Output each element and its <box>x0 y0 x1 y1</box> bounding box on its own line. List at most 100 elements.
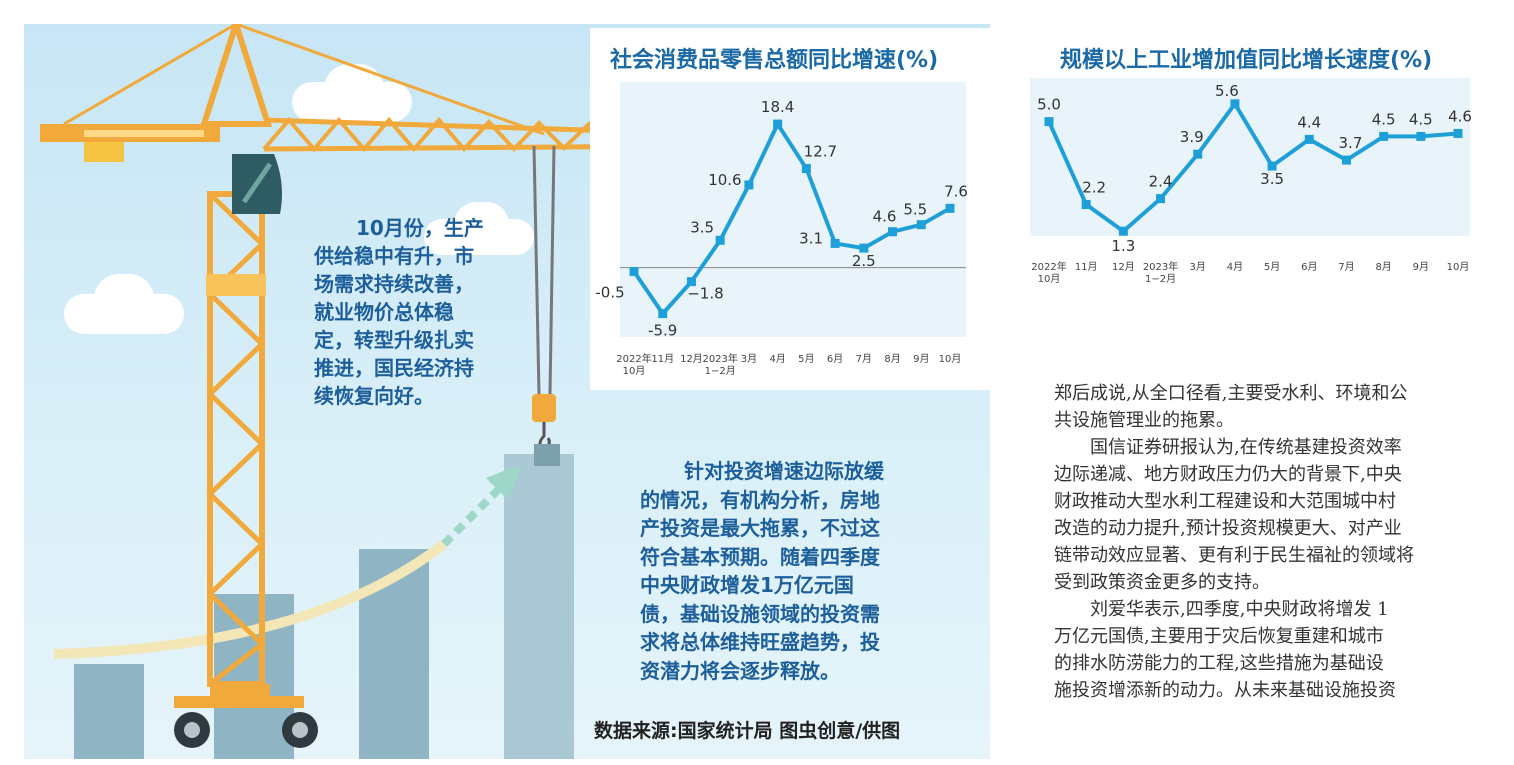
chart-industry-data-point <box>1044 117 1054 127</box>
article-line: 刘爱华表示,四季度,中央财政将增发 1 <box>1054 599 1389 620</box>
chart-retail-data-label: 4.6 <box>873 208 897 226</box>
chart-industry-data-point <box>1081 200 1091 210</box>
chart-industry-tick-label: 2023年 <box>1143 260 1178 273</box>
article-line: 受到政策资金更多的支持。 <box>1054 572 1270 593</box>
cloud-right-puff <box>454 202 509 247</box>
chart-industry-plot: 5.0 2.2 1.3 2.4 3.9 5.6 3.5 4.4 3.7 4.5 4.5 4.6 2022… <box>1030 78 1472 285</box>
chart-industry-data-point <box>1341 155 1351 165</box>
growth-arrow-curve <box>53 540 448 659</box>
crane-chassis <box>174 696 304 708</box>
chart-retail-data-point <box>801 164 811 174</box>
chart-industry-data-point <box>1118 226 1128 236</box>
chart-retail-data-point <box>773 119 783 129</box>
chart-industry-data-label: 4.5 <box>1372 110 1396 128</box>
chart-industry-plot-background <box>1030 78 1470 236</box>
crane-cable-left <box>63 24 237 126</box>
hook-block <box>532 394 556 422</box>
chart-industry-tick-label: 12月 <box>1112 261 1135 273</box>
chart-retail-data-label: −1.8 <box>687 285 723 303</box>
article-line: 财政推动大型水利工程建设和大范围城中村 <box>1054 491 1396 512</box>
chart-industry-tick-label: 10月 <box>1038 273 1061 285</box>
chart-retail-tick-label: 2022年 <box>616 352 651 365</box>
crane-cable-right <box>235 24 545 136</box>
chart-retail-data-label: 18.4 <box>761 98 794 116</box>
growth-arrow-dashed <box>441 481 507 547</box>
crane-wheel-right-hub <box>292 722 308 738</box>
crane-wheel-left-hub <box>184 722 200 738</box>
article-line: 施投资增添新的动力。从未来基础设施投资 <box>1054 680 1396 701</box>
article-line: 共设施管理业的拖累。 <box>1054 410 1234 431</box>
center-paragraph-line: 资潜力将会逐步释放。 <box>640 658 840 683</box>
chart-industry-data-point <box>1230 99 1240 109</box>
left-paragraph: 10月份，生产 供给稳中有升，市 场需求持续改善， 就业物价总体稳 定，转型升级… <box>314 214 504 410</box>
crane-base-plate <box>210 684 270 696</box>
chart-retail-tick-label: 11月 <box>651 353 674 365</box>
chart-retail-data-point <box>715 235 725 245</box>
chart-industry-tick-label: 2022年 <box>1031 260 1066 273</box>
chart-retail-data-point <box>686 277 696 287</box>
left-paragraph-line: 定，转型升级扎实 <box>314 328 474 352</box>
data-source-credit: 数据来源:国家统计局 图虫创意/供图 <box>594 720 901 742</box>
chart-retail-data-label: -0.5 <box>595 284 624 302</box>
chart-industry-data-point <box>1193 149 1203 159</box>
chart-industry-data-label: 3.9 <box>1180 128 1204 146</box>
article-text: 郑后成说,从全口径看,主要受水利、环境和公 共设施管理业的拖累。 国信证券研报认为… <box>1054 380 1514 765</box>
chart-retail-tick-label: 7月 <box>856 353 872 365</box>
chart-industry-data-label: 3.5 <box>1260 170 1284 188</box>
chart-retail-tick-label: 4月 <box>769 353 785 365</box>
chart-retail-data-label: 3.5 <box>690 218 714 236</box>
chart-industry-tick-label: 11月 <box>1075 261 1098 273</box>
left-paragraph-line: 供给稳中有升，市 <box>314 244 474 268</box>
crane-cab-window <box>241 162 273 204</box>
chart-industry-series-line <box>1047 101 1459 234</box>
chart-industry-tick-label: 3月 <box>1190 261 1206 273</box>
article-line: 万亿元国债,主要用于灾后恢复重建和城市 <box>1054 626 1384 647</box>
chart-retail-tick-label: 12月 <box>680 353 703 365</box>
left-paragraph-line: 就业物价总体稳 <box>314 300 454 324</box>
chart-retail-data-point <box>629 267 639 276</box>
center-paragraph-line: 的情况，有机构分析，房地 <box>640 487 880 512</box>
center-paragraph-line: 产投资是最大拖累，不过这 <box>640 516 880 540</box>
chart-retail-data-label: -5.9 <box>648 322 677 340</box>
chart-retail-data-point <box>658 309 668 319</box>
hook-cable-2 <box>548 145 556 395</box>
chart-retail-data-label: 12.7 <box>804 143 837 161</box>
chart-retail-data-label: 2.5 <box>852 252 876 270</box>
chart-retail-data-label: 5.5 <box>903 201 927 219</box>
chart-retail-series-line <box>632 122 951 316</box>
article-line: 的排水防涝能力的工程,这些措施为基础设 <box>1054 653 1384 674</box>
crane-mast <box>206 191 266 687</box>
chart-retail-tick-label: 3月 <box>741 353 757 365</box>
left-paragraph-line: 续恢复向好。 <box>314 384 434 408</box>
chart-industry-tick-label: 5月 <box>1264 261 1280 273</box>
chart-industry-data-point <box>1267 161 1277 171</box>
chart-retail-tick-label: 6月 <box>827 353 843 365</box>
article-line: 国信证券研报认为,在传统基建投资效率 <box>1054 437 1402 458</box>
chart-retail-data-point <box>830 238 840 248</box>
center-paragraph-line: 针对投资增速边际放缓 <box>684 459 884 483</box>
chart-retail-data-label: 3.1 <box>799 229 823 247</box>
chart-retail-card: 社会消费品零售总额同比增速(%) -0.5 -5.9 −1.8 3.5 10.6 18.4… <box>590 28 990 390</box>
chart-industry-data-point <box>1416 131 1426 141</box>
cloud-left-puff <box>94 274 154 324</box>
left-paragraph-line: 推进，国民经济持 <box>314 356 474 380</box>
chart-industry-data-label: 1.3 <box>1111 237 1135 255</box>
chart-industry-data-label: 5.6 <box>1215 82 1239 100</box>
crane-tower-top <box>199 24 273 127</box>
chart-retail-data-point <box>888 227 898 237</box>
chart-industry-data-label: 2.2 <box>1082 179 1106 197</box>
chart-industry-title: 规模以上工业增加值同比增长速度(%) <box>1060 48 1433 73</box>
chart-industry-card: 规模以上工业增加值同比增长速度(%) 5.0 2.2 1.3 2.4 3.9 5.6 3.5… <box>1000 28 1500 296</box>
left-paragraph-line: 10月份，生产 <box>356 216 484 240</box>
chart-retail-tick-label: 9月 <box>913 353 929 365</box>
chart-retail-tick-label: 5月 <box>798 353 814 365</box>
chart-industry-data-point <box>1156 194 1166 204</box>
chart-industry-tick-label: 1−2月 <box>1145 273 1176 285</box>
chart-industry-tick-label: 4月 <box>1227 261 1243 273</box>
hook-load <box>534 444 560 466</box>
chart-retail-data-label: 10.6 <box>708 171 741 189</box>
growth-arrow-head <box>486 464 522 500</box>
chart-industry-tick-label: 6月 <box>1301 261 1317 273</box>
chart-industry-data-point <box>1379 131 1389 141</box>
article-line: 链带动效应显著、更有利于民生福祉的领域将 <box>1054 545 1414 566</box>
